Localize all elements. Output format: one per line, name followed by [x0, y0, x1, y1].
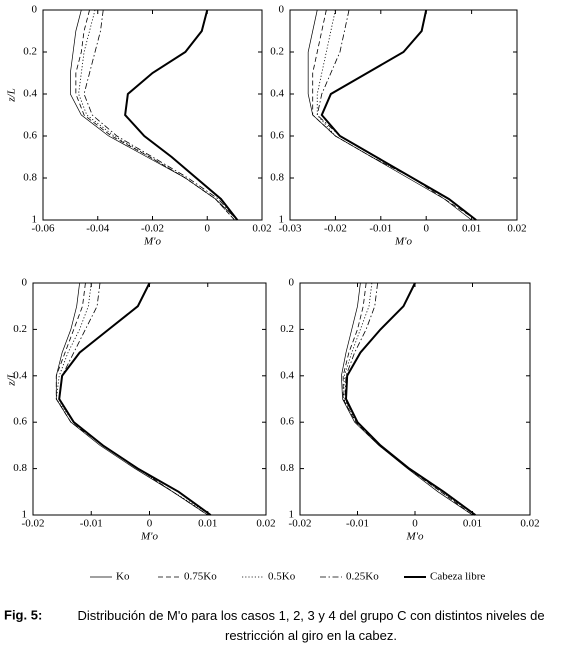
y-tick-label: 0.2 — [23, 46, 37, 58]
x-tick-label: 0 — [205, 223, 211, 235]
y-tick-label: 0.4 — [270, 88, 284, 100]
y-tick-label: 0.4 — [280, 369, 294, 381]
x-tick-label: -0.02 — [289, 518, 312, 530]
y-tick-label: 1 — [32, 214, 38, 226]
y-tick-label: 1 — [22, 509, 28, 521]
legend-label: 0.5Ko — [268, 571, 296, 583]
series-line — [343, 282, 476, 516]
plot-frame — [289, 9, 518, 221]
x-tick-label: 0.02 — [252, 223, 271, 235]
x-axis-label: M'o — [394, 236, 413, 248]
y-tick-label: 0 — [279, 4, 285, 16]
series-line — [124, 9, 239, 221]
x-axis-label: M'o — [405, 531, 424, 543]
x-tick-label: -0.01 — [346, 518, 369, 530]
x-tick-label: -0.01 — [369, 223, 392, 235]
y-tick-label: 0 — [289, 277, 295, 289]
x-tick-label: -0.01 — [80, 518, 103, 530]
y-tick-label: 1 — [279, 214, 285, 226]
legend-label: 0.75Ko — [184, 571, 217, 583]
series-line — [344, 282, 476, 516]
y-tick-label: 0.2 — [270, 46, 284, 58]
series-line — [344, 282, 476, 516]
series-line — [320, 9, 477, 221]
series-line — [307, 9, 472, 221]
x-tick-label: 0.02 — [507, 223, 526, 235]
x-tick-label: 0.01 — [462, 223, 481, 235]
series-line — [78, 9, 235, 221]
x-tick-label: 0.02 — [520, 518, 539, 530]
x-axis-label: M'o — [143, 236, 162, 248]
x-tick-label: 0.01 — [198, 518, 217, 530]
y-tick-label: 1 — [289, 509, 295, 521]
y-tick-label: 0.2 — [13, 323, 27, 335]
caption-box: Distribución de M'o para los casos 1, 2,… — [77, 608, 545, 643]
plot-frame — [32, 282, 267, 516]
y-tick-label: 0 — [32, 4, 38, 16]
legend-label: Ko — [116, 571, 130, 583]
y-tick-label: 0.6 — [270, 130, 284, 142]
y-tick-label: 0.6 — [23, 130, 37, 142]
x-tick-label: -0.02 — [22, 518, 45, 530]
series-line — [55, 282, 208, 516]
y-tick-label: 0.4 — [13, 369, 27, 381]
series-line — [55, 282, 211, 516]
caption-label: Fig. 5: — [4, 607, 42, 622]
y-tick-label: 0.2 — [280, 323, 294, 335]
series-line — [341, 282, 473, 516]
plot-frame — [42, 9, 263, 221]
y-tick-label: 0.8 — [280, 462, 294, 474]
caption-text: Distribución de M'o para los casos 1, 2,… — [77, 608, 545, 643]
x-tick-label: -0.03 — [279, 223, 302, 235]
x-tick-label: 0 — [412, 518, 418, 530]
y-tick-label: 0.4 — [23, 88, 37, 100]
y-tick-label: 0.6 — [280, 416, 294, 428]
x-tick-label: 0 — [147, 518, 153, 530]
legend-label: 0.25Ko — [346, 571, 379, 583]
x-tick-label: -0.02 — [141, 223, 164, 235]
x-tick-label: 0.02 — [256, 518, 275, 530]
series-line — [316, 9, 477, 221]
x-tick-label: 0 — [423, 223, 429, 235]
series-line — [75, 9, 235, 221]
series-line — [83, 9, 238, 221]
y-axis-label: z/L — [6, 372, 18, 386]
x-tick-label: -0.02 — [324, 223, 347, 235]
series-line — [55, 282, 208, 516]
series-line — [312, 9, 477, 221]
series-line — [58, 282, 211, 516]
series-line — [70, 9, 238, 221]
series-line — [316, 9, 477, 221]
y-tick-label: 0.8 — [23, 172, 37, 184]
x-axis-label: M'o — [140, 531, 159, 543]
series-line — [58, 282, 212, 516]
y-tick-label: 0.8 — [13, 462, 27, 474]
series-line — [342, 282, 473, 516]
x-tick-label: -0.04 — [86, 223, 109, 235]
y-axis-label: z/L — [6, 88, 18, 102]
x-tick-label: -0.06 — [32, 223, 55, 235]
y-tick-label: 0.8 — [270, 172, 284, 184]
x-tick-label: 0.01 — [463, 518, 482, 530]
y-tick-label: 0 — [22, 277, 28, 289]
plot-frame — [299, 282, 531, 516]
y-tick-label: 0.6 — [13, 416, 27, 428]
legend-label: Cabeza libre — [430, 571, 485, 583]
